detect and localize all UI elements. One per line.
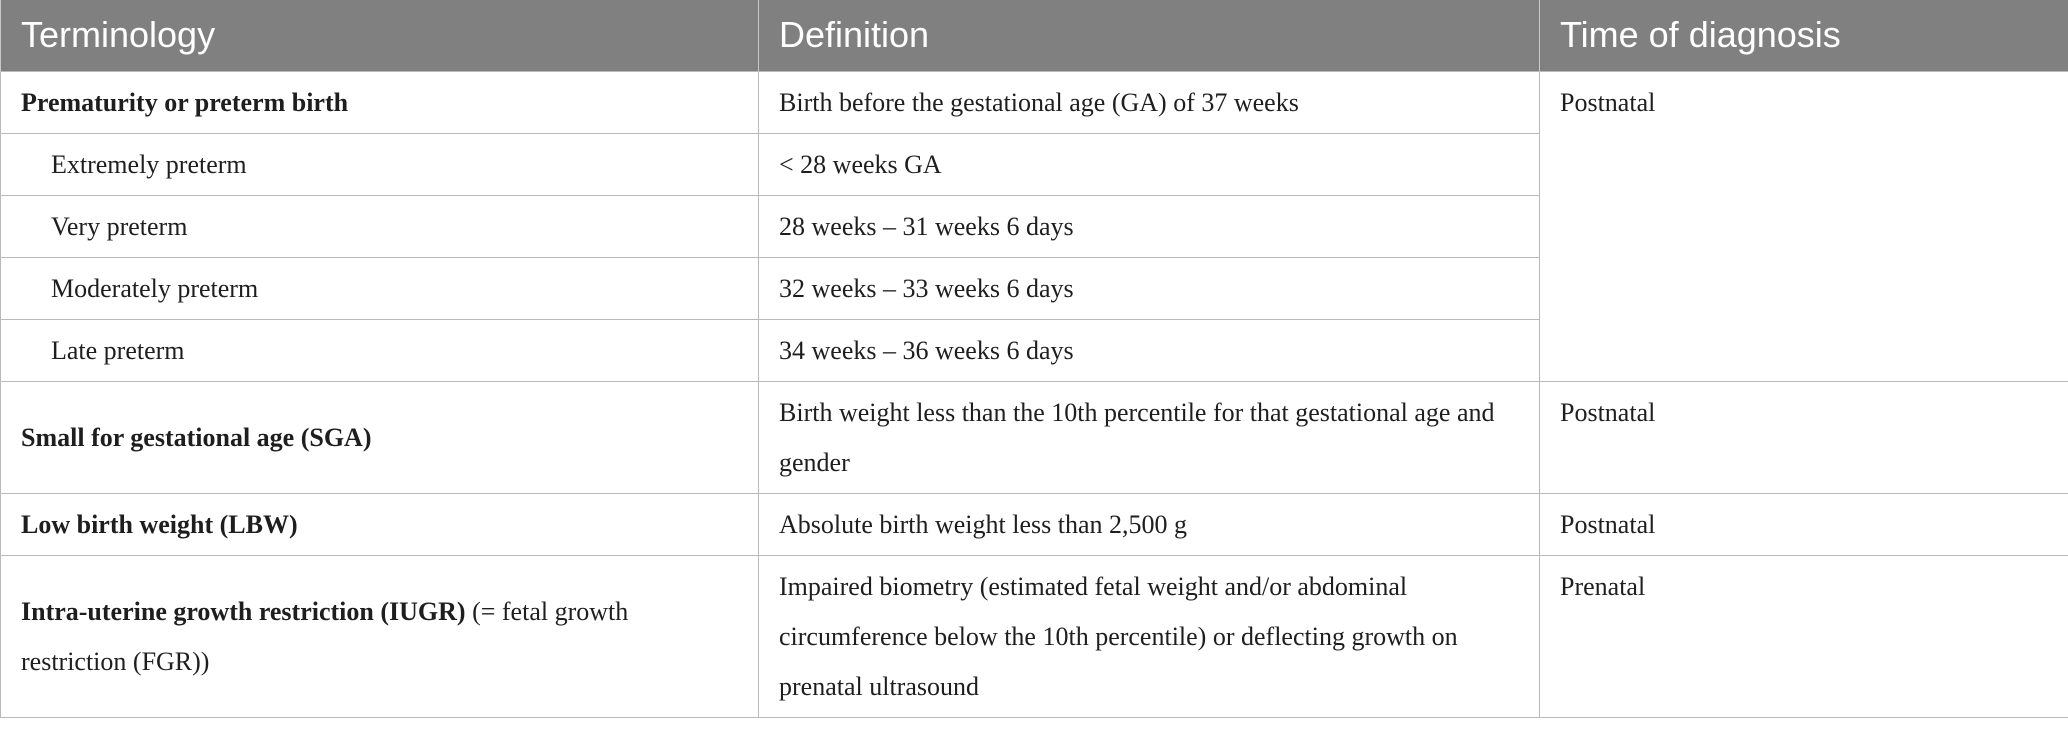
- table-row: Low birth weight (LBW) Absolute birth we…: [0, 492, 2068, 556]
- term-text: Late preterm: [51, 335, 185, 365]
- term-bold-text: Intra-uterine growth restriction (IUGR): [21, 596, 466, 626]
- term-text: Moderately preterm: [51, 273, 259, 303]
- definition-cell: Birth weight less than the 10th percenti…: [758, 380, 1540, 494]
- term-text: Extremely preterm: [51, 149, 247, 179]
- term-text: Very preterm: [51, 211, 188, 241]
- term-cell: Small for gestational age (SGA): [0, 380, 759, 494]
- term-bold-text: Prematurity or preterm birth: [21, 87, 349, 117]
- diagnosis-cell: Prenatal: [1539, 554, 2068, 718]
- term-cell: Very preterm: [0, 194, 759, 258]
- term-text: (= fetal growth restriction (FGR)): [21, 596, 629, 676]
- definition-cell: 34 weeks – 36 weeks 6 days: [758, 318, 1540, 382]
- term-cell: Moderately preterm: [0, 256, 759, 320]
- term-cell: Low birth weight (LBW): [0, 492, 759, 556]
- table-row: Extremely preterm < 28 weeks GA: [0, 132, 2068, 196]
- term-cell: Late preterm: [0, 318, 759, 382]
- term-cell: Intra-uterine growth restriction (IUGR) …: [0, 554, 759, 718]
- diagnosis-cell: Postnatal: [1539, 380, 2068, 494]
- term-cell: Extremely preterm: [0, 132, 759, 196]
- table-row: Prematurity or preterm birth Birth befor…: [0, 70, 2068, 382]
- diagnosis-cell: Postnatal: [1539, 492, 2068, 556]
- definition-cell: Absolute birth weight less than 2,500 g: [758, 492, 1540, 556]
- header-definition: Definition: [758, 0, 1540, 71]
- definition-cell: Birth before the gestational age (GA) of…: [758, 70, 1540, 134]
- definition-cell: 32 weeks – 33 weeks 6 days: [758, 256, 1540, 320]
- table-row: Intra-uterine growth restriction (IUGR) …: [0, 554, 2068, 718]
- term-cell: Prematurity or preterm birth: [0, 70, 759, 134]
- header-terminology: Terminology: [0, 0, 759, 71]
- definition-cell: 28 weeks – 31 weeks 6 days: [758, 194, 1540, 258]
- definition-cell: Impaired biometry (estimated fetal weigh…: [758, 554, 1540, 718]
- table-row: Small for gestational age (SGA) Birth we…: [0, 380, 2068, 494]
- definition-cell: < 28 weeks GA: [758, 132, 1540, 196]
- table-body: Prematurity or preterm birth Birth befor…: [0, 70, 2068, 718]
- header-row: Terminology Definition Time of diagnosis: [0, 0, 2068, 71]
- table-header: Terminology Definition Time of diagnosis: [0, 0, 2068, 71]
- term-bold-text: Small for gestational age (SGA): [21, 422, 372, 452]
- diagnosis-cell: Postnatal: [1539, 70, 2068, 382]
- term-bold-text: Low birth weight (LBW): [21, 509, 298, 539]
- header-time-of-diagnosis: Time of diagnosis: [1539, 0, 2068, 71]
